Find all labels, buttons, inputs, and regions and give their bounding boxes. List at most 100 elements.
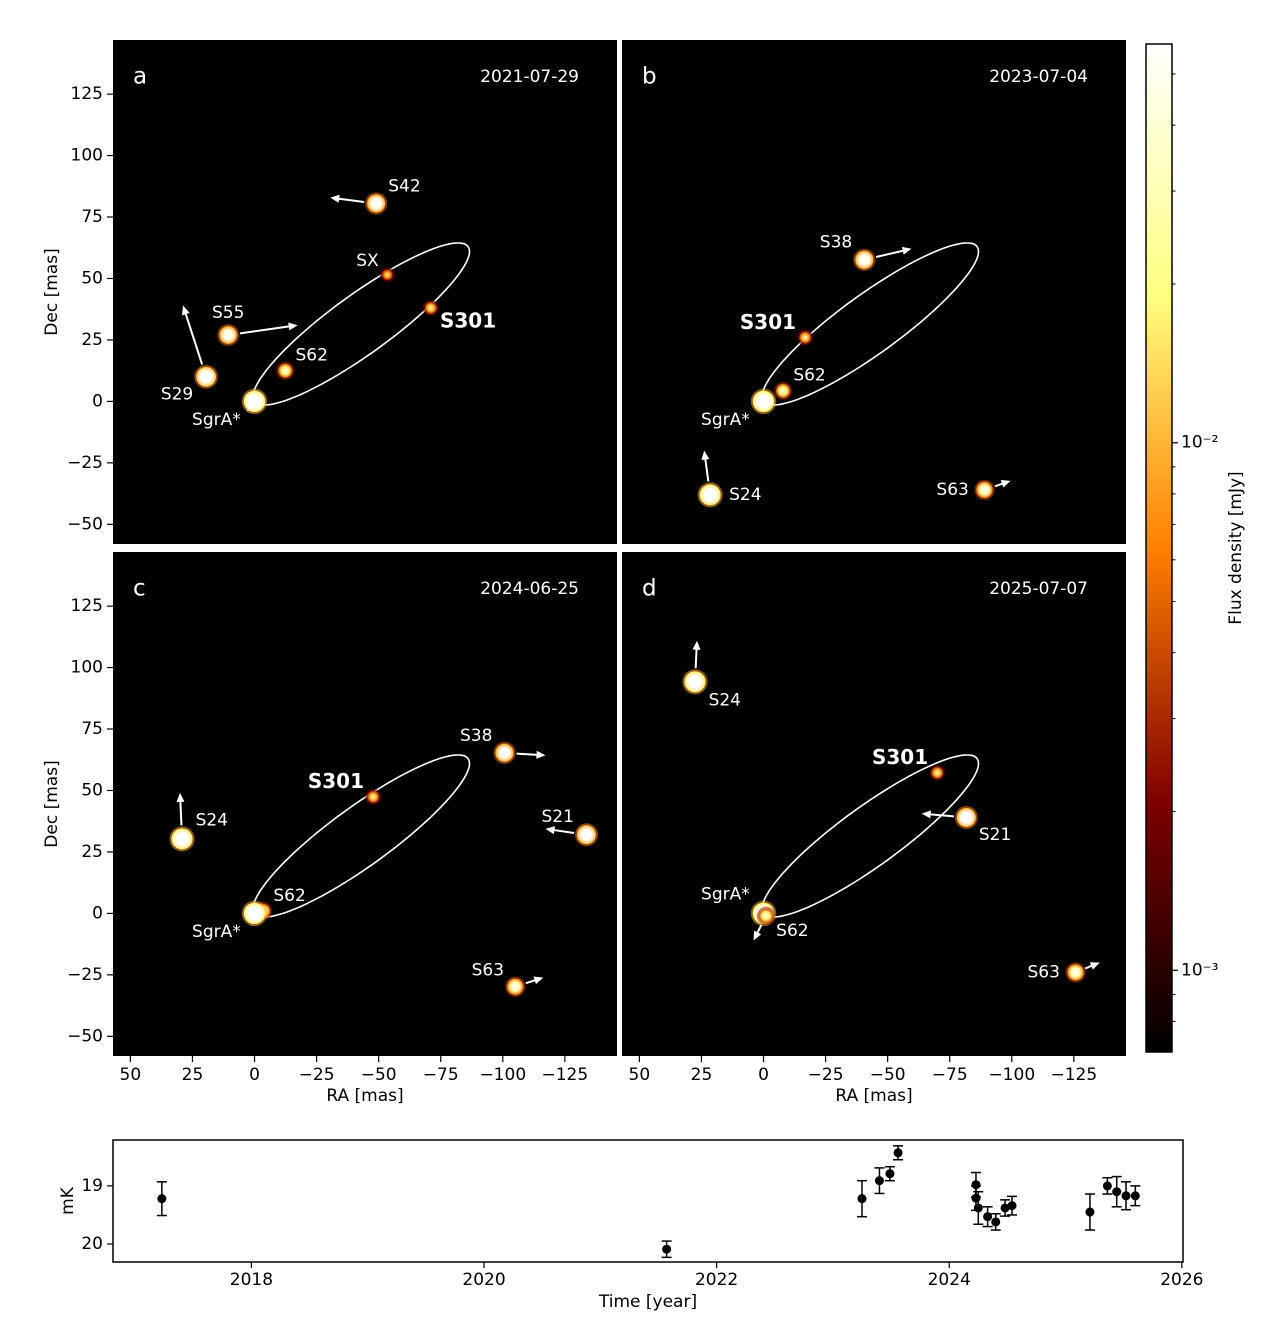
arrow-head [288, 322, 298, 331]
star-label: SgrA* [192, 922, 241, 942]
star-label: S62 [295, 345, 327, 365]
motion-arrow [516, 752, 540, 756]
y-tick-label: 25 [81, 330, 103, 350]
data-point [1121, 1191, 1131, 1201]
motion-arrow [183, 310, 204, 365]
y-axis-label: Dec [mas] [42, 760, 62, 847]
star [752, 390, 775, 413]
y-tick-label: 100 [71, 658, 103, 678]
arrow-head [753, 930, 762, 941]
star [976, 481, 993, 499]
y-tick-label: 75 [81, 719, 103, 739]
y-tick-label: 50 [81, 780, 103, 800]
x-axis-label: RA [mas] [835, 1086, 912, 1106]
star [775, 383, 791, 399]
star [243, 390, 266, 413]
data-point [857, 1194, 867, 1204]
star-label: S62 [793, 366, 825, 386]
y-tick-label: 75 [81, 207, 103, 227]
x-tick-label: 0 [758, 1065, 769, 1085]
image-panel [622, 552, 1126, 1056]
star [219, 326, 238, 344]
star-label: S301 [872, 745, 928, 769]
data-point [971, 1193, 981, 1203]
motion-arrow [694, 646, 698, 669]
motion-arrow [927, 813, 954, 818]
star-label: S21 [979, 825, 1011, 845]
y-tick-label: 0 [92, 391, 103, 411]
x-tick-label: 0 [249, 1065, 260, 1085]
x-tick-label: 2026 [1160, 1270, 1203, 1290]
star [758, 908, 774, 924]
data-point [991, 1217, 1001, 1227]
star [278, 363, 293, 378]
star-label: SgrA* [192, 410, 241, 430]
star [956, 808, 976, 828]
y-tick-label: 25 [81, 842, 103, 862]
y-tick-label: 100 [71, 146, 103, 166]
arrow-head [533, 976, 544, 985]
x-tick-label: 25 [691, 1065, 713, 1085]
image-panel [113, 552, 617, 1056]
data-point [885, 1169, 895, 1179]
star-label: S24 [196, 810, 228, 830]
star-label: S42 [388, 176, 420, 196]
x-axis-label: RA [mas] [326, 1086, 403, 1106]
x-tick-label: 2022 [695, 1270, 738, 1290]
data-point [874, 1176, 884, 1186]
y-axis-label: mK [58, 1186, 78, 1215]
x-tick-label: 2020 [462, 1270, 505, 1290]
x-tick-label: 25 [182, 1065, 204, 1085]
star [576, 825, 596, 845]
star-label: S29 [161, 385, 193, 405]
star [243, 902, 266, 925]
star-label: S55 [212, 303, 244, 323]
y-tick-label: −25 [67, 965, 103, 985]
star [855, 250, 874, 269]
data-point [971, 1180, 981, 1190]
y-tick-label: −50 [67, 1026, 103, 1046]
arrow-head [1000, 480, 1011, 488]
arrow-head [247, 401, 256, 412]
arrow-head [545, 826, 555, 835]
data-point [983, 1212, 993, 1222]
x-tick-label: −75 [423, 1065, 459, 1085]
y-tick-label: 125 [71, 596, 103, 616]
star-label: S62 [776, 921, 808, 941]
x-tick-label: −50 [361, 1065, 397, 1085]
panel-date: 2021-07-29 [480, 67, 579, 87]
motion-arrow [336, 197, 365, 203]
star [424, 301, 437, 315]
motion-arrow [551, 828, 575, 834]
image-panel [113, 40, 617, 544]
motion-arrow [239, 325, 292, 335]
star-label: S24 [729, 485, 761, 505]
data-point [1130, 1191, 1140, 1201]
x-tick-label: 50 [120, 1065, 142, 1085]
star-label: SX [356, 251, 379, 271]
star [1067, 964, 1084, 981]
star [931, 766, 944, 779]
star-label: S63 [936, 480, 968, 500]
star-label: S24 [709, 690, 741, 710]
star [699, 484, 721, 506]
panel-letter: c [133, 576, 146, 602]
x-tick-label: −100 [479, 1065, 526, 1085]
x-tick-label: −125 [1051, 1065, 1098, 1085]
image-panel [622, 40, 1126, 544]
data-point [1000, 1203, 1010, 1213]
data-point [893, 1148, 903, 1158]
arrow-head [692, 640, 701, 650]
arrow-head [176, 792, 185, 803]
colorbar [1145, 43, 1173, 1053]
y-tick-label: −50 [67, 514, 103, 534]
x-tick-label: 2024 [928, 1270, 971, 1290]
star-label: S63 [472, 961, 504, 981]
motion-arrow [179, 798, 183, 826]
star-label: S38 [820, 233, 852, 253]
data-point [1102, 1181, 1112, 1191]
data-point [662, 1244, 672, 1254]
arrow-head [536, 750, 546, 759]
